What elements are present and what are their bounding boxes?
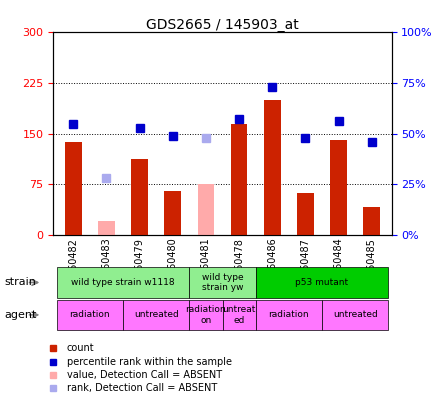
Text: wild type strain w1118: wild type strain w1118 xyxy=(71,278,175,287)
Bar xyxy=(364,207,380,235)
Text: percentile rank within the sample: percentile rank within the sample xyxy=(67,357,232,367)
Bar xyxy=(65,143,81,235)
Text: wild type
strain yw: wild type strain yw xyxy=(202,273,243,292)
Bar xyxy=(264,100,280,235)
Text: count: count xyxy=(67,343,94,353)
Text: GDS2665 / 145903_at: GDS2665 / 145903_at xyxy=(146,18,299,32)
Text: agent: agent xyxy=(4,310,37,320)
Text: radiation: radiation xyxy=(69,310,110,320)
Bar xyxy=(231,124,247,235)
Text: rank, Detection Call = ABSENT: rank, Detection Call = ABSENT xyxy=(67,384,217,393)
Text: untreated: untreated xyxy=(333,310,377,320)
Bar xyxy=(165,191,181,235)
Bar xyxy=(297,193,314,235)
Text: radiation: radiation xyxy=(268,310,309,320)
Bar xyxy=(330,141,347,235)
Text: value, Detection Call = ABSENT: value, Detection Call = ABSENT xyxy=(67,370,222,380)
Text: untreat
ed: untreat ed xyxy=(222,305,256,324)
Text: untreated: untreated xyxy=(134,310,178,320)
Text: p53 mutant: p53 mutant xyxy=(295,278,348,287)
Text: strain: strain xyxy=(4,277,36,288)
Text: radiation
on: radiation on xyxy=(186,305,226,324)
Bar xyxy=(98,222,115,235)
Bar xyxy=(131,159,148,235)
Bar xyxy=(198,184,214,235)
